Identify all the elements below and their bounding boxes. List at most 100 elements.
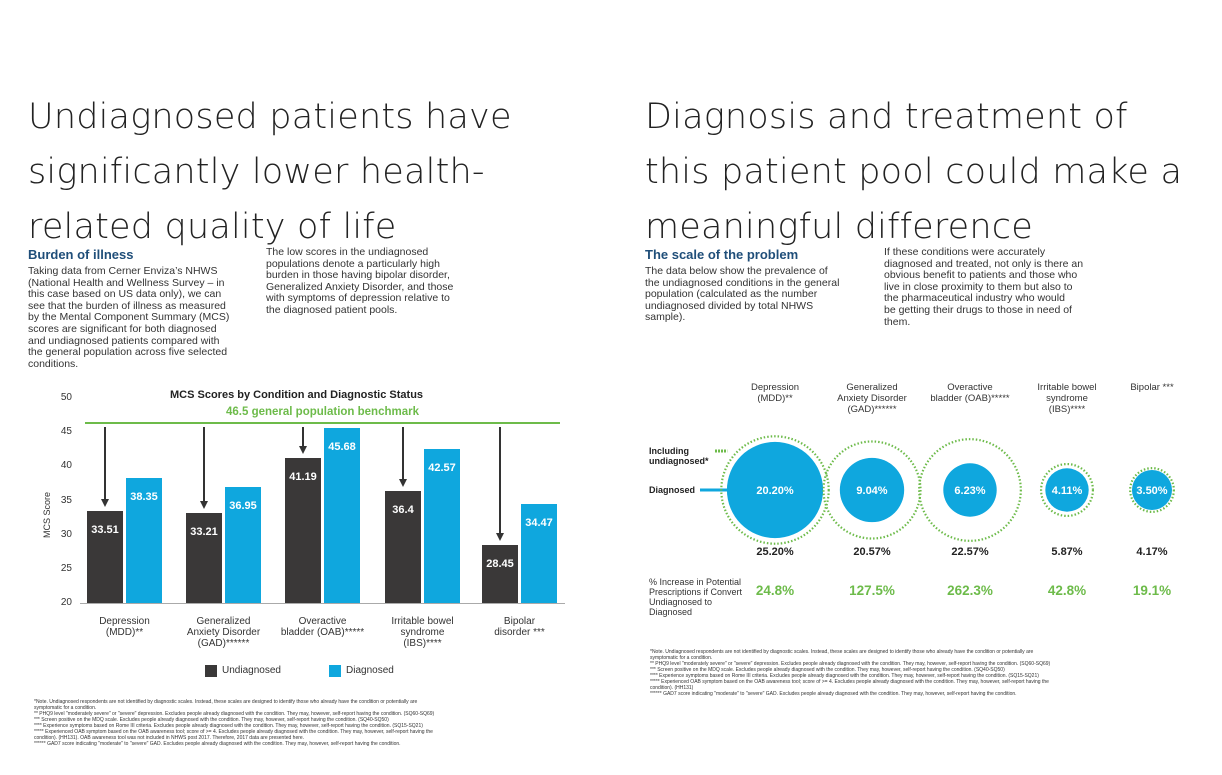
bubble-diagnosed — [1045, 468, 1089, 512]
bar-value-label: 41.19 — [289, 471, 317, 484]
y-tick-label: 25 — [60, 562, 72, 574]
category-label: Irritable bowel syndrome (IBS)**** — [391, 616, 454, 649]
y-tick-label: 40 — [60, 460, 72, 472]
bubble-diagnosed — [839, 457, 905, 523]
legend-undiagnosed-label: Undiagnosed — [222, 665, 281, 676]
gap-arrow — [402, 426, 404, 480]
legend-diagnosed-swatch — [329, 665, 341, 677]
including-value-label: 4.17% — [1136, 546, 1167, 558]
bar-value-label: 45.68 — [328, 440, 356, 453]
bubble-diagnosed — [943, 463, 997, 517]
including-value-label: 25.20% — [756, 546, 794, 558]
increase-value-label: 262.3% — [947, 583, 993, 598]
column-header: Depression — [751, 382, 799, 393]
bar-diagnosed — [424, 448, 460, 603]
bar-diagnosed — [225, 487, 261, 603]
row-label-diagnosed: Diagnosed — [649, 485, 696, 495]
bar-undiagnosed — [186, 512, 222, 603]
category-label: Bipolar disorder *** — [494, 616, 545, 638]
left-title: Undiagnosed patients have significantly … — [28, 97, 512, 247]
gap-arrow — [203, 426, 205, 502]
right-subheading: The scale of the problem — [645, 247, 799, 262]
column-header: syndrome — [1046, 393, 1088, 404]
bubble-diagnosed — [726, 441, 824, 539]
increase-value-label: 42.8% — [1048, 583, 1086, 598]
bar-value-label: 38.35 — [130, 490, 158, 503]
right-paragraph-1: The data below show the prevalence of the… — [645, 265, 840, 324]
including-value-label: 20.57% — [853, 546, 891, 558]
bar-undiagnosed — [87, 510, 123, 603]
right-footnotes: *Note. Undiagnosed respondents are not i… — [650, 649, 1051, 697]
y-tick-label: 45 — [60, 426, 72, 438]
bubble-diagnosed-label: 6.23% — [954, 485, 985, 497]
bar-chart-y-axis-label: MCS Score — [42, 492, 52, 539]
column-header: (GAD)****** — [847, 404, 896, 415]
benchmark-line — [85, 421, 560, 424]
column-header: (IBS)**** — [1049, 404, 1086, 415]
legend-undiagnosed-swatch — [205, 665, 217, 677]
bubble-diagnosed-label: 3.50% — [1136, 485, 1167, 497]
increase-value-label: 127.5% — [849, 583, 895, 598]
bar-chart-title: MCS Scores by Condition and Diagnostic S… — [170, 389, 424, 401]
increase-value-label: 24.8% — [756, 583, 794, 598]
column-header: Irritable bowel — [1037, 382, 1096, 393]
increase-value-label: 19.1% — [1133, 583, 1171, 598]
column-header: Overactive — [947, 382, 992, 393]
bubble-including-undiagnosed — [720, 435, 830, 545]
row-label-including: Including undiagnosed* — [649, 446, 709, 466]
bubble-chart: Depression(MDD)** 20.20% 25.20% 24.8% Genera… — [700, 382, 1175, 598]
right-paragraph-2: If these conditions were accurately diagn… — [884, 246, 1084, 328]
bar-value-label: 33.21 — [190, 525, 218, 538]
category-label: Generalized Anxiety Disorder (GAD)****** — [186, 616, 261, 649]
gap-arrow-head — [398, 478, 407, 487]
bar-diagnosed — [126, 477, 162, 603]
gap-arrow — [104, 426, 106, 500]
bar-value-label: 42.57 — [428, 461, 456, 474]
bar-diagnosed — [324, 427, 360, 603]
bar-diagnosed — [521, 504, 557, 603]
column-header: bladder (OAB)***** — [930, 393, 1010, 404]
y-tick-label: 35 — [60, 494, 72, 506]
category-label: Depression (MDD)** — [99, 616, 150, 638]
gap-arrow-head — [298, 446, 307, 455]
bar-value-label: 34.47 — [525, 517, 553, 530]
gap-arrow — [302, 426, 304, 448]
right-title: Diagnosis and treatment of this patient … — [645, 97, 1183, 247]
column-header: Anxiety Disorder — [837, 393, 907, 404]
bubble-including-undiagnosed — [1129, 467, 1175, 513]
bar-value-label: 33.51 — [91, 523, 119, 536]
bar-value-label: 28.45 — [486, 558, 514, 571]
left-footnotes: *Note. Undiagnosed respondents are not i… — [34, 699, 435, 747]
bar-value-label: 36.4 — [392, 503, 414, 516]
bar-undiagnosed — [482, 545, 518, 603]
left-paragraph-1: Taking data from Cerner Enviza’s NHWS (Na… — [28, 265, 230, 370]
benchmark-label: 46.5 general population benchmark — [226, 405, 419, 418]
bubble-including-undiagnosed — [918, 438, 1022, 542]
bubble-including-undiagnosed — [1039, 462, 1095, 518]
bubble-including-undiagnosed — [822, 440, 922, 540]
bubble-diagnosed-label: 9.04% — [856, 485, 887, 497]
y-tick-label: 50 — [60, 392, 72, 403]
bar-value-label: 36.95 — [229, 500, 257, 513]
x-axis-line — [80, 603, 565, 604]
legend-diagnosed-label: Diagnosed — [346, 665, 394, 676]
bar-undiagnosed — [385, 490, 421, 603]
gap-arrow-head — [199, 500, 208, 509]
category-label: Overactive bladder (OAB)***** — [280, 616, 365, 638]
column-header: (MDD)** — [757, 393, 793, 404]
including-value-label: 22.57% — [951, 546, 989, 558]
left-subheading: Burden of illness — [28, 247, 134, 262]
y-tick-label: 20 — [60, 597, 72, 608]
bar-undiagnosed — [285, 458, 321, 603]
bubble-diagnosed-label: 4.11% — [1052, 485, 1083, 497]
including-value-label: 5.87% — [1051, 546, 1082, 558]
gap-arrow — [499, 426, 501, 535]
column-header: Bipolar *** — [1130, 382, 1174, 393]
y-tick-label: 30 — [60, 528, 72, 540]
row-label-increase: % Increase in Potential Prescriptions if … — [649, 577, 743, 617]
column-header: Generalized — [846, 382, 897, 393]
gap-arrow-head — [100, 498, 109, 507]
gap-arrow-head — [495, 533, 504, 542]
left-paragraph-2: The low scores in the undiagnosed populat… — [266, 246, 454, 316]
bubble-diagnosed-label: 20.20% — [756, 485, 794, 497]
